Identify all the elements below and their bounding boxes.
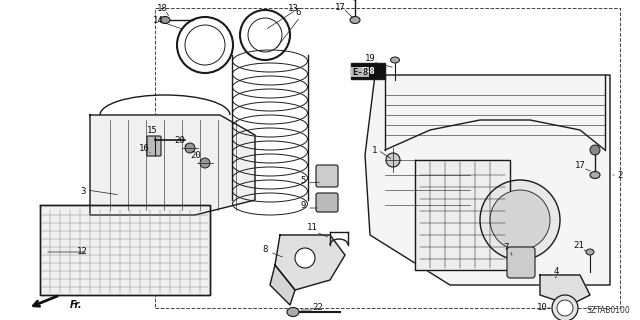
Text: 16: 16	[139, 143, 149, 153]
Text: 10: 10	[536, 303, 547, 313]
FancyBboxPatch shape	[507, 247, 535, 278]
Text: 6: 6	[295, 7, 301, 17]
Text: 22: 22	[312, 303, 323, 313]
Ellipse shape	[590, 172, 600, 179]
Polygon shape	[540, 275, 590, 305]
FancyBboxPatch shape	[316, 165, 338, 187]
Polygon shape	[365, 75, 610, 285]
Text: E-8: E-8	[361, 67, 375, 76]
Text: 18: 18	[157, 4, 168, 12]
Text: 2: 2	[618, 171, 623, 180]
Text: 14: 14	[152, 15, 163, 25]
Circle shape	[552, 295, 578, 320]
Ellipse shape	[350, 17, 360, 23]
Ellipse shape	[287, 308, 299, 316]
Circle shape	[490, 190, 550, 250]
Text: 13: 13	[287, 4, 298, 12]
Text: 8: 8	[262, 245, 268, 254]
Text: 20: 20	[175, 135, 186, 145]
FancyBboxPatch shape	[351, 63, 385, 79]
Polygon shape	[90, 115, 255, 215]
Text: 17: 17	[335, 3, 346, 12]
Circle shape	[480, 180, 560, 260]
Bar	[155, 8, 620, 308]
Text: Fr.: Fr.	[70, 300, 83, 310]
Text: 12: 12	[77, 247, 88, 257]
FancyBboxPatch shape	[316, 193, 338, 212]
Text: 3: 3	[80, 188, 86, 196]
Circle shape	[185, 143, 195, 153]
Ellipse shape	[586, 249, 594, 255]
Text: 9: 9	[300, 201, 306, 210]
Text: 5: 5	[300, 175, 306, 185]
Bar	[40, 205, 210, 295]
Polygon shape	[415, 160, 510, 270]
Polygon shape	[270, 265, 295, 305]
Text: SZTAB0100: SZTAB0100	[586, 306, 630, 315]
Circle shape	[295, 248, 315, 268]
Text: 20: 20	[191, 150, 202, 159]
Text: 19: 19	[365, 53, 376, 62]
Text: 11: 11	[307, 223, 317, 233]
Circle shape	[590, 145, 600, 155]
Text: 1: 1	[372, 146, 378, 155]
Text: 17: 17	[575, 161, 586, 170]
Circle shape	[386, 153, 400, 167]
Ellipse shape	[160, 17, 170, 23]
Ellipse shape	[390, 57, 399, 63]
Circle shape	[557, 300, 573, 316]
Text: E-8: E-8	[352, 68, 368, 76]
Text: 7: 7	[503, 244, 509, 252]
Text: 15: 15	[147, 125, 157, 134]
FancyBboxPatch shape	[147, 136, 161, 156]
Text: 4: 4	[554, 268, 559, 276]
Polygon shape	[275, 235, 345, 290]
Text: 21: 21	[573, 241, 584, 250]
Circle shape	[200, 158, 210, 168]
